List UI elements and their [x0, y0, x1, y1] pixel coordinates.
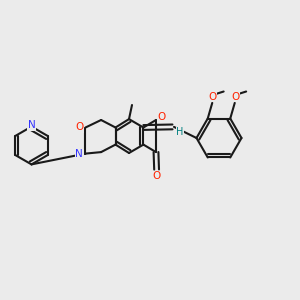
- Text: O: O: [75, 122, 84, 132]
- Text: H: H: [176, 127, 184, 137]
- Text: N: N: [28, 120, 35, 130]
- Text: O: O: [231, 92, 239, 102]
- Text: N: N: [75, 149, 83, 159]
- Text: O: O: [208, 92, 217, 102]
- Text: O: O: [153, 171, 161, 181]
- Text: O: O: [158, 112, 166, 122]
